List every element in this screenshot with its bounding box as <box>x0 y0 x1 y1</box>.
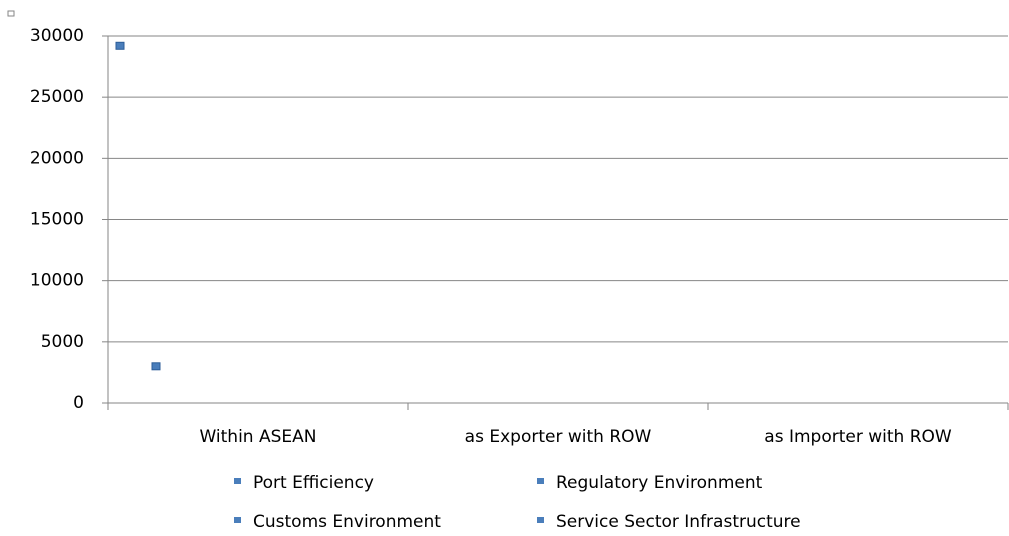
legend-label: Customs Environment <box>253 512 441 532</box>
legend-marker <box>234 478 241 484</box>
stray-marker <box>7 10 15 17</box>
legend-label: Service Sector Infrastructure <box>556 512 801 532</box>
point <box>115 41 125 50</box>
y-tick-label: 20000 <box>30 148 84 168</box>
x-tick-label: as Exporter with ROW <box>465 427 652 447</box>
y-tick-label: 5000 <box>41 332 84 352</box>
legend-label: Regulatory Environment <box>556 473 763 493</box>
legend-label: Port Efficiency <box>253 473 374 493</box>
y-tick-label: 15000 <box>30 210 84 230</box>
x-tick-label: as Importer with ROW <box>764 427 952 447</box>
legend-marker <box>537 517 544 523</box>
y-tick-label: 30000 <box>30 26 84 46</box>
x-tick-label: Within ASEAN <box>199 427 316 447</box>
y-tick-label: 10000 <box>30 271 84 291</box>
y-tick-label: 0 <box>73 393 84 413</box>
point <box>151 362 161 371</box>
legend-marker <box>234 517 241 523</box>
legend-marker <box>537 478 544 484</box>
y-tick-label: 25000 <box>30 87 84 107</box>
